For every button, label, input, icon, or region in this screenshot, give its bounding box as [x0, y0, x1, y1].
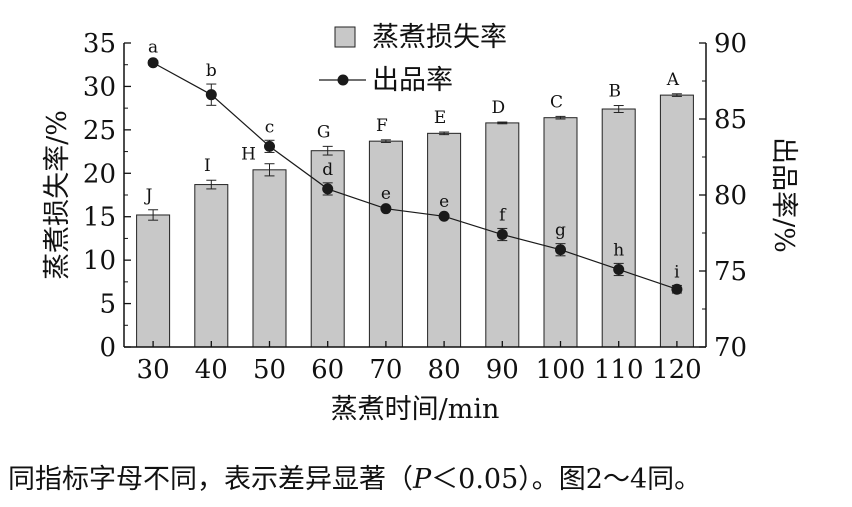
bar [136, 214, 171, 348]
bar-significance-label: G [317, 122, 331, 142]
y-left-tick-label: 20 [83, 159, 116, 189]
line-point [264, 140, 275, 152]
y-left-tick-label: 10 [83, 246, 116, 276]
line-point [671, 283, 683, 295]
bar [659, 94, 694, 348]
line-significance-label: c [265, 117, 275, 137]
y-left-tick-label: 25 [83, 116, 116, 146]
bar [252, 169, 287, 348]
x-tick-label: 110 [594, 355, 644, 385]
x-tick-label: 60 [311, 355, 344, 385]
y-right-tick-label: 85 [714, 105, 747, 135]
y-left-tick-label: 5 [99, 290, 116, 320]
x-tick-label: 50 [253, 355, 286, 385]
x-tick-label: 80 [428, 355, 461, 385]
caption-text-before: 同指标字母不同，表示差异显著（ [8, 464, 413, 495]
line-series [152, 62, 678, 290]
line-point [205, 89, 217, 101]
line-significance-label: e [381, 184, 391, 204]
bar [601, 108, 636, 348]
x-tick-label: 100 [536, 355, 586, 385]
legend-bar-label: 蒸煮损失率 [372, 22, 507, 53]
line-significance-label: d [322, 160, 333, 180]
x-tick-label: 30 [137, 355, 170, 385]
bar-significance-label: F [376, 116, 388, 136]
x-axis-label: 蒸煮时间/min [331, 394, 500, 425]
x-tick-label: 70 [369, 355, 402, 385]
x-tick-label: 120 [652, 355, 702, 385]
legend-line-marker [337, 74, 349, 86]
figure-caption: 同指标字母不同，表示差异显著（P＜0.05）。图2～4同。 [8, 457, 701, 496]
x-tick-label: 90 [486, 355, 519, 385]
bar [194, 184, 229, 348]
line-significance-label: h [613, 240, 624, 260]
line-point [613, 263, 625, 275]
legend-line-label: 出品率 [372, 65, 453, 96]
line-significance-label: g [555, 221, 566, 241]
bar-significance-label: J [144, 186, 153, 206]
y-left-tick-label: 15 [83, 203, 116, 233]
bar-significance-label: A [666, 70, 680, 90]
y-right-tick-label: 70 [714, 333, 747, 363]
bar-significance-label: E [434, 108, 446, 128]
y-right-tick-label: 80 [714, 181, 747, 211]
line-significance-label: f [499, 205, 507, 225]
y-left-tick-label: 30 [83, 72, 116, 102]
line-point [438, 210, 450, 222]
y-right-tick-label: 75 [714, 257, 747, 287]
bar-significance-label: B [608, 82, 621, 102]
legend-bar-swatch [334, 26, 356, 48]
bar-significance-label: C [550, 92, 563, 112]
x-tick-label: 40 [195, 355, 228, 385]
y-right-tick-label: 90 [714, 29, 747, 59]
bar-significance-label: I [204, 156, 211, 176]
bar [368, 140, 403, 348]
bar-significance-label: D [491, 98, 505, 118]
y-left-tick-label: 0 [99, 333, 116, 363]
line-point [147, 57, 159, 69]
line-point [496, 229, 508, 241]
y-left-tick-label: 35 [83, 29, 116, 59]
line-significance-label: a [148, 37, 158, 57]
line-point [380, 203, 392, 215]
line-significance-label: b [206, 61, 217, 81]
caption-p-symbol: P [413, 464, 432, 495]
line-significance-label: e [439, 192, 449, 212]
line-point [322, 183, 334, 195]
y-right-axis-label: 出品率/% [768, 137, 799, 253]
chart: J I H G F E D C B Aa b c d e e f g h i 0 5 10 15 20 25 30 35 70 75 80… [42, 22, 799, 425]
line-point [555, 244, 566, 256]
bar [427, 132, 462, 348]
y-left-axis-label: 蒸煮损失率/% [42, 110, 73, 280]
caption-text-after: ＜0.05）。图2～4同。 [431, 464, 702, 495]
bar-significance-label: H [241, 145, 256, 165]
line-significance-label: i [674, 262, 680, 282]
